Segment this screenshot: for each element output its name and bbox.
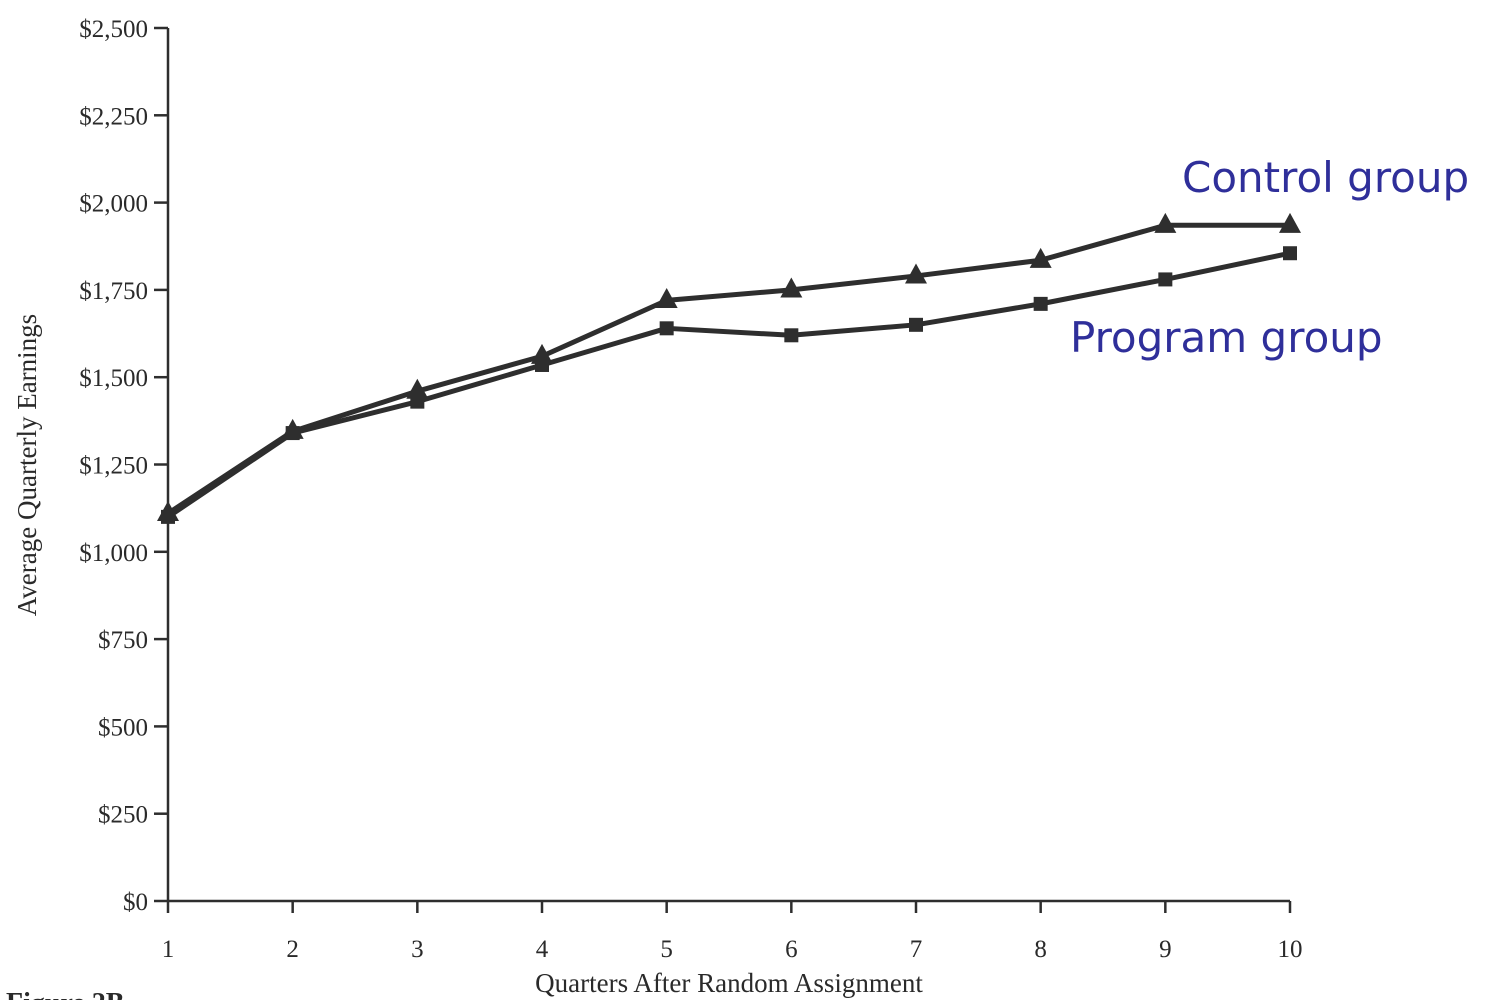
data-point-program-group (1158, 272, 1173, 287)
y-tick-label: $1,750 (79, 278, 148, 305)
data-point-program-group (535, 357, 549, 372)
x-tick-label: 2 (286, 936, 299, 963)
data-point-program-group (285, 426, 300, 441)
x-tick-label: 3 (411, 936, 424, 963)
x-tick-label: 4 (536, 936, 549, 963)
y-tick-label: $1,500 (79, 365, 148, 392)
y-tick-label: $500 (98, 714, 148, 741)
x-tick-label: 6 (785, 936, 798, 963)
x-tick-label: 5 (660, 936, 673, 963)
data-point-control-group (780, 277, 803, 298)
data-point-program-group (410, 394, 425, 409)
x-tick-label: 10 (1278, 936, 1303, 963)
x-tick-label: 9 (1159, 936, 1172, 963)
data-point-program-group (1033, 296, 1048, 311)
x-tick-label: 7 (910, 936, 923, 963)
series-label-control-group: Control group (1182, 153, 1469, 202)
data-point-control-group (1029, 247, 1052, 268)
data-point-program-group (909, 317, 923, 332)
x-tick-label: 1 (162, 936, 175, 963)
y-tick-label: $0 (123, 889, 148, 916)
y-axis-title: Average Quarterly Earnings (12, 314, 42, 616)
data-point-control-group (1279, 212, 1301, 233)
y-tick-label: $2,250 (79, 103, 148, 130)
data-point-program-group (161, 509, 175, 524)
series-label-program-group: Program group (1070, 313, 1383, 362)
data-point-control-group (905, 263, 927, 284)
y-tick-label: $2,000 (79, 191, 148, 218)
y-tick-label: $1,250 (79, 453, 148, 480)
figure-caption: Figure 2B (6, 988, 124, 1000)
data-point-program-group (784, 328, 799, 343)
data-point-program-group (659, 321, 674, 336)
y-tick-label: $250 (98, 802, 148, 829)
y-tick-label: $750 (98, 627, 148, 654)
data-point-control-group (406, 378, 429, 399)
x-axis-title: Quarters After Random Assignment (535, 968, 923, 998)
data-point-control-group (655, 287, 678, 308)
x-tick-label: 8 (1034, 936, 1047, 963)
series-line-control-group (166, 222, 1290, 516)
series-line-program-group (166, 250, 1291, 519)
data-point-program-group (1283, 246, 1297, 261)
y-tick-label: $1,000 (79, 540, 148, 567)
data-point-control-group (1154, 212, 1177, 233)
y-tick-label: $2,500 (79, 16, 148, 43)
